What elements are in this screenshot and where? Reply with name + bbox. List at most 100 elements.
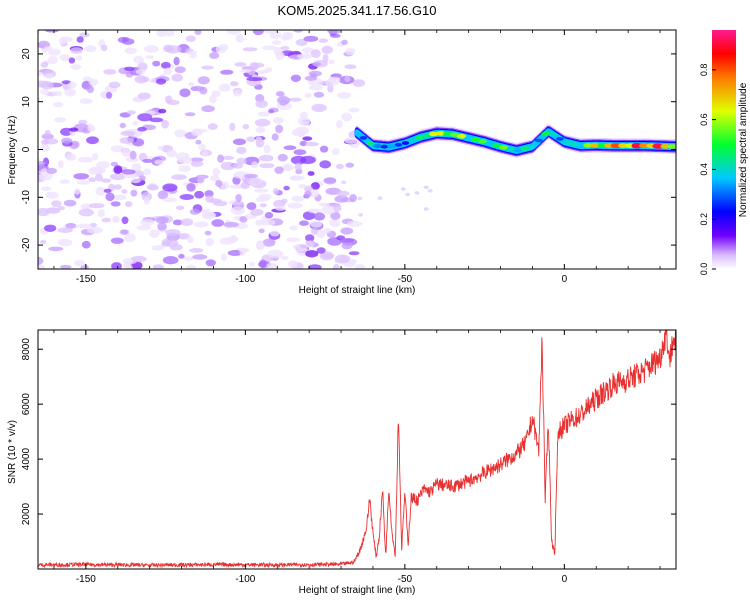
- noise-blob: [195, 139, 202, 145]
- noise-blob: [48, 48, 61, 56]
- noise-blob: [302, 136, 313, 141]
- noise-blob: [307, 208, 322, 214]
- noise-blob: [230, 235, 237, 244]
- noise-blob: [290, 74, 301, 83]
- noise-blob: [45, 207, 61, 214]
- noise-blob: [336, 120, 343, 129]
- noise-blob: [335, 163, 344, 170]
- noise-blob: [193, 221, 209, 228]
- colorbar-gradient: [712, 30, 736, 269]
- noise-blob: [38, 71, 44, 77]
- noise-blob: [202, 208, 212, 218]
- noise-blob: [262, 238, 276, 247]
- noise-blob: [290, 155, 307, 165]
- spectrogram-y-label: Frequency (Hz): [7, 116, 18, 185]
- colorbar-ticks: 0.0 0.2 0.4 0.6 0.8: [699, 64, 716, 275]
- noise-blob: [290, 176, 303, 181]
- trace-core: [443, 131, 452, 137]
- noise-blob: [305, 250, 319, 258]
- noise-blob: [345, 162, 355, 168]
- noise-blob: [329, 218, 341, 228]
- noise-blob: [124, 47, 137, 55]
- snr-y-tick-label: 4000: [21, 448, 32, 471]
- noise-blob: [113, 184, 122, 190]
- noise-blob: [54, 117, 67, 123]
- noise-blob: [152, 60, 161, 67]
- noise-blob: [38, 171, 53, 181]
- noise-blob: [143, 168, 152, 176]
- snr-x-tick-label: -150: [76, 574, 96, 585]
- noise-blob: [183, 256, 194, 261]
- noise-blob: [40, 81, 54, 90]
- noise-blob: [44, 129, 51, 136]
- noise-blob: [95, 173, 103, 182]
- noise-blob: [162, 183, 178, 192]
- noise-blob: [40, 144, 50, 153]
- snr-y-tick-label: 2000: [21, 502, 32, 525]
- noise-blob: [230, 81, 239, 87]
- trace-core: [583, 143, 593, 148]
- snr-x-label: Height of straight line (km): [299, 585, 416, 596]
- snr-x-ticks: -150 -100 -50 0: [53, 330, 661, 585]
- noise-blob: [427, 189, 433, 193]
- noise-blob: [209, 198, 222, 204]
- trace-core: [590, 142, 600, 148]
- noise-blob: [232, 201, 245, 208]
- noise-blob: [255, 241, 265, 251]
- noise-blob: [205, 259, 216, 267]
- noise-blob: [145, 55, 154, 60]
- noise-blob: [258, 228, 265, 234]
- noise-blob: [255, 138, 265, 148]
- noise-blob: [43, 46, 53, 51]
- noise-blob: [130, 178, 141, 184]
- noise-blob: [149, 117, 164, 123]
- noise-blob: [70, 47, 83, 54]
- noise-blob: [201, 150, 209, 157]
- noise-blob: [291, 128, 306, 137]
- noise-blob: [149, 229, 160, 239]
- noise-blob: [101, 217, 112, 223]
- snr-y-tick-label: 6000: [21, 393, 32, 416]
- noise-blob: [173, 56, 180, 66]
- noise-blob: [219, 43, 229, 51]
- noise-blob: [341, 112, 353, 122]
- trace-core: [464, 136, 473, 140]
- trace-core: [485, 141, 494, 146]
- noise-blob: [304, 93, 312, 98]
- noise-blob: [133, 55, 145, 64]
- noise-blob: [175, 205, 185, 210]
- noise-blob: [315, 229, 326, 239]
- noise-blob: [137, 62, 148, 72]
- spectrogram-y-tick-label: 0: [21, 146, 32, 152]
- noise-blob: [232, 163, 244, 169]
- noise-blob: [311, 103, 327, 113]
- noise-blob: [209, 95, 217, 104]
- noise-blob: [305, 234, 315, 242]
- noise-blob: [249, 261, 256, 267]
- noise-blob: [174, 66, 186, 74]
- noise-blob: [79, 32, 90, 38]
- spectrogram-x-tick-label: -100: [235, 274, 255, 285]
- noise-blob: [331, 148, 340, 156]
- noise-blob: [358, 213, 364, 217]
- noise-blob: [44, 224, 57, 232]
- noise-blob: [154, 159, 164, 165]
- noise-blob: [259, 219, 276, 226]
- noise-blob: [307, 171, 315, 176]
- noise-blob: [322, 253, 334, 259]
- noise-blob: [215, 180, 223, 187]
- noise-blob: [323, 177, 337, 185]
- noise-blob: [88, 177, 97, 182]
- noise-blob: [423, 207, 429, 211]
- noise-blob: [110, 237, 124, 244]
- noise-blob: [136, 225, 152, 231]
- noise-blob: [336, 190, 350, 197]
- noise-blob: [76, 180, 90, 185]
- trace-core: [492, 143, 502, 148]
- noise-blob: [100, 44, 108, 52]
- noise-blob: [86, 226, 103, 234]
- noise-blob: [141, 192, 153, 202]
- noise-blob: [296, 53, 313, 59]
- noise-blob: [86, 136, 99, 145]
